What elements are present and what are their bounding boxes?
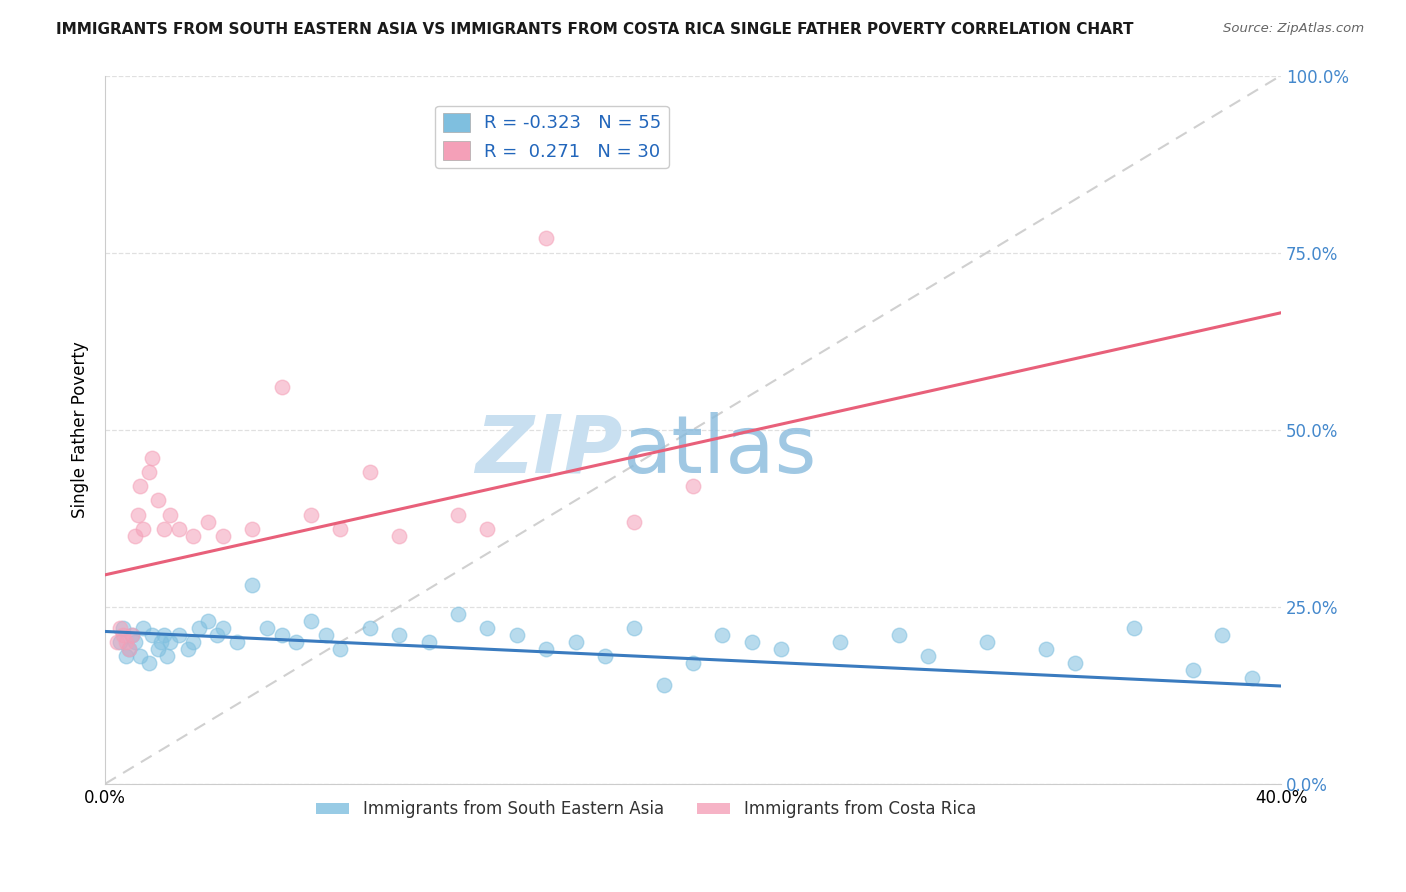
Point bbox=[121, 628, 143, 642]
Point bbox=[534, 231, 557, 245]
Point bbox=[129, 479, 152, 493]
Point bbox=[176, 642, 198, 657]
Point bbox=[111, 621, 134, 635]
Point bbox=[211, 621, 233, 635]
Point bbox=[917, 649, 939, 664]
Point bbox=[1035, 642, 1057, 657]
Point bbox=[226, 635, 249, 649]
Point bbox=[146, 493, 169, 508]
Point bbox=[299, 614, 322, 628]
Point bbox=[270, 380, 292, 394]
Point bbox=[153, 522, 176, 536]
Point bbox=[205, 628, 228, 642]
Point bbox=[197, 614, 219, 628]
Point bbox=[285, 635, 308, 649]
Point bbox=[197, 515, 219, 529]
Text: atlas: atlas bbox=[623, 412, 817, 490]
Point bbox=[828, 635, 851, 649]
Point bbox=[167, 628, 190, 642]
Point bbox=[156, 649, 179, 664]
Point bbox=[141, 450, 163, 465]
Point bbox=[240, 522, 263, 536]
Point bbox=[159, 635, 181, 649]
Point bbox=[1181, 664, 1204, 678]
Point bbox=[388, 529, 411, 543]
Text: Source: ZipAtlas.com: Source: ZipAtlas.com bbox=[1223, 22, 1364, 36]
Point bbox=[329, 522, 352, 536]
Point bbox=[741, 635, 763, 649]
Point bbox=[388, 628, 411, 642]
Point bbox=[477, 621, 499, 635]
Point bbox=[188, 621, 211, 635]
Point bbox=[315, 628, 337, 642]
Point bbox=[108, 635, 131, 649]
Point bbox=[105, 635, 128, 649]
Point bbox=[682, 657, 704, 671]
Point bbox=[167, 522, 190, 536]
Point bbox=[1123, 621, 1146, 635]
Legend: Immigrants from South Eastern Asia, Immigrants from Costa Rica: Immigrants from South Eastern Asia, Immi… bbox=[309, 794, 983, 825]
Point bbox=[623, 515, 645, 529]
Point bbox=[623, 621, 645, 635]
Point bbox=[976, 635, 998, 649]
Point bbox=[114, 635, 136, 649]
Point bbox=[150, 635, 173, 649]
Point bbox=[108, 621, 131, 635]
Point bbox=[447, 508, 470, 522]
Point bbox=[153, 628, 176, 642]
Point bbox=[359, 621, 381, 635]
Point bbox=[477, 522, 499, 536]
Point bbox=[593, 649, 616, 664]
Point bbox=[138, 465, 160, 479]
Point bbox=[329, 642, 352, 657]
Point bbox=[887, 628, 910, 642]
Point bbox=[506, 628, 529, 642]
Point bbox=[711, 628, 734, 642]
Point bbox=[132, 522, 155, 536]
Point bbox=[111, 628, 134, 642]
Point bbox=[682, 479, 704, 493]
Point bbox=[141, 628, 163, 642]
Point bbox=[256, 621, 278, 635]
Point bbox=[770, 642, 793, 657]
Point bbox=[270, 628, 292, 642]
Point bbox=[132, 621, 155, 635]
Point bbox=[359, 465, 381, 479]
Point bbox=[1240, 671, 1263, 685]
Y-axis label: Single Father Poverty: Single Father Poverty bbox=[72, 342, 89, 518]
Point bbox=[114, 649, 136, 664]
Point bbox=[118, 642, 141, 657]
Point bbox=[652, 677, 675, 691]
Text: IMMIGRANTS FROM SOUTH EASTERN ASIA VS IMMIGRANTS FROM COSTA RICA SINGLE FATHER P: IMMIGRANTS FROM SOUTH EASTERN ASIA VS IM… bbox=[56, 22, 1133, 37]
Point bbox=[418, 635, 440, 649]
Point bbox=[447, 607, 470, 621]
Text: ZIP: ZIP bbox=[475, 412, 623, 490]
Point bbox=[127, 508, 149, 522]
Point bbox=[211, 529, 233, 543]
Point bbox=[534, 642, 557, 657]
Point bbox=[121, 628, 143, 642]
Point bbox=[118, 642, 141, 657]
Point bbox=[240, 578, 263, 592]
Point bbox=[146, 642, 169, 657]
Point bbox=[129, 649, 152, 664]
Point bbox=[124, 529, 146, 543]
Point bbox=[1064, 657, 1087, 671]
Point bbox=[1211, 628, 1233, 642]
Point bbox=[299, 508, 322, 522]
Point bbox=[124, 635, 146, 649]
Point bbox=[138, 657, 160, 671]
Point bbox=[564, 635, 586, 649]
Point bbox=[183, 529, 205, 543]
Point bbox=[183, 635, 205, 649]
Point bbox=[159, 508, 181, 522]
